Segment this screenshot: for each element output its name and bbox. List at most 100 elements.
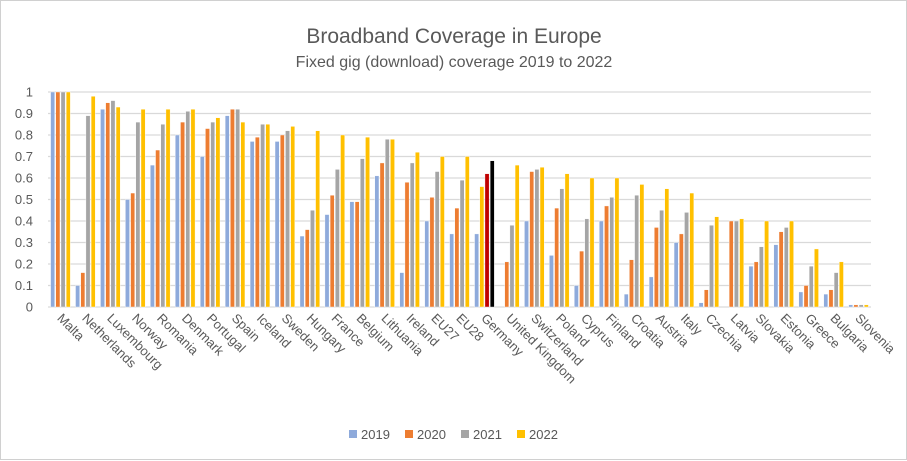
bar-spain-2022 (240, 121, 246, 308)
bar-malta-2021 (60, 91, 66, 308)
bar-cyprus-2019 (574, 285, 579, 308)
bar-hungary-2019 (299, 235, 305, 308)
bar-slovenia-2020 (853, 304, 859, 308)
bar-luxembourg-2021 (110, 100, 116, 308)
gridlines (48, 91, 871, 308)
bar-portugal-2022 (215, 117, 221, 308)
bar-czechia-2019 (698, 302, 704, 308)
bar-switzerland-2021 (534, 169, 540, 308)
bar-portugal-2021 (210, 121, 216, 308)
bar-france-2021 (335, 169, 340, 308)
bar-lithuania-2022 (390, 139, 395, 308)
y-tick-label: 0.6 (15, 171, 33, 186)
bar-latvia-2020 (728, 220, 734, 308)
bar-france-2022 (340, 134, 345, 308)
bar-netherlands-2021 (85, 115, 91, 308)
bar-norway-2019 (125, 199, 130, 308)
legend-label-2022: 2022 (529, 427, 558, 442)
bar-poland-2022 (564, 173, 570, 308)
chart-subtitle: Fixed gig (download) coverage 2019 to 20… (296, 54, 613, 71)
bar-slovakia-2019 (748, 265, 754, 308)
bar-croatia-2020 (629, 259, 634, 308)
bar-malta-2022 (65, 91, 71, 308)
bar-eu27-2019 (424, 220, 430, 308)
bar-poland-2021 (559, 188, 565, 308)
bar-portugal-2020 (205, 128, 210, 308)
bar-netherlands-2019 (75, 285, 80, 308)
y-tick-label: 0.3 (15, 235, 33, 250)
bar-bulgaria-2022 (839, 261, 844, 308)
legend-swatch-2021 (461, 430, 469, 438)
bar-malta-2020 (55, 91, 61, 308)
bar-latvia-2022 (739, 218, 744, 308)
bar-iceland-2020 (255, 136, 260, 308)
bar-sweden-2019 (274, 141, 280, 308)
legend-swatch-2019 (349, 430, 357, 438)
bar-bulgaria-2019 (823, 293, 829, 308)
bar-greece-2022 (814, 248, 819, 308)
bar-sweden-2022 (290, 126, 296, 308)
bar-belgium-2020 (354, 201, 360, 308)
bar-poland-2019 (549, 255, 554, 308)
bar-denmark-2020 (180, 121, 185, 308)
bar-iceland-2022 (265, 124, 271, 308)
bar-iceland-2019 (249, 141, 255, 308)
bar-belgium-2021 (360, 158, 365, 308)
bar-greece-2020 (803, 285, 809, 308)
bar-cyprus-2022 (589, 177, 595, 308)
y-tick-label: 0.1 (15, 278, 33, 293)
bar-romania-2022 (165, 108, 171, 308)
bar-denmark-2019 (175, 134, 180, 308)
x-axis-labels: MaltaNetherlandsLuxembourgNorwayRomaniaD… (54, 311, 898, 387)
bar-lithuania-2020 (379, 162, 385, 308)
bar-luxembourg-2020 (105, 102, 111, 308)
y-tick-label: 0.4 (15, 214, 33, 229)
bar-sweden-2020 (280, 134, 285, 308)
legend-label-2021: 2021 (473, 427, 502, 442)
bar-greece-2021 (808, 265, 814, 308)
bar-croatia-2019 (623, 293, 629, 308)
bar-spain-2021 (235, 108, 240, 308)
bar-switzerland-2020 (529, 171, 535, 308)
bar-norway-2020 (130, 192, 135, 308)
bar-estonia-2022 (789, 220, 794, 308)
bar-croatia-2022 (639, 184, 645, 308)
y-tick-label: 1 (26, 85, 33, 100)
bar-cyprus-2020 (579, 250, 584, 308)
bar-france-2019 (324, 214, 330, 308)
x-tick-label: EU28 (453, 311, 487, 345)
bar-denmark-2021 (185, 111, 191, 308)
bar-germany-2020 (479, 186, 485, 308)
bar-finland-2021 (609, 197, 615, 308)
bar-malta-2019 (50, 91, 55, 308)
bar-finland-2020 (604, 205, 609, 308)
bar-france-2020 (329, 194, 335, 308)
bar-eu27-2021 (434, 171, 440, 308)
bar-finland-2019 (599, 220, 604, 308)
bar-switzerland-2022 (539, 167, 545, 308)
bar-italy-2021 (684, 212, 689, 308)
bar-ireland-2022 (415, 151, 420, 308)
bar-romania-2020 (155, 149, 160, 308)
bar-ireland-2021 (409, 162, 415, 308)
bar-estonia-2019 (773, 244, 779, 308)
bar-hungary-2020 (304, 229, 310, 308)
bar-united-kingdom-2020 (504, 261, 510, 308)
bar-eu28-2021 (459, 179, 465, 308)
legend-swatch-2022 (517, 430, 525, 438)
bar-germany-2019 (474, 233, 479, 308)
bar-iceland-2021 (260, 124, 265, 308)
bar-denmark-2022 (190, 108, 196, 308)
bar-slovenia-2022 (864, 304, 869, 308)
bar-italy-2019 (673, 242, 679, 308)
bar-belgium-2019 (349, 201, 355, 308)
bar-estonia-2020 (778, 231, 784, 308)
bar-portugal-2019 (200, 156, 205, 308)
bar-lithuania-2019 (374, 175, 380, 308)
bar-czechia-2022 (714, 216, 719, 308)
bar-luxembourg-2022 (115, 106, 121, 308)
bar-norway-2022 (140, 108, 146, 308)
bar-lithuania-2021 (384, 139, 390, 308)
bar-norway-2021 (135, 121, 141, 308)
